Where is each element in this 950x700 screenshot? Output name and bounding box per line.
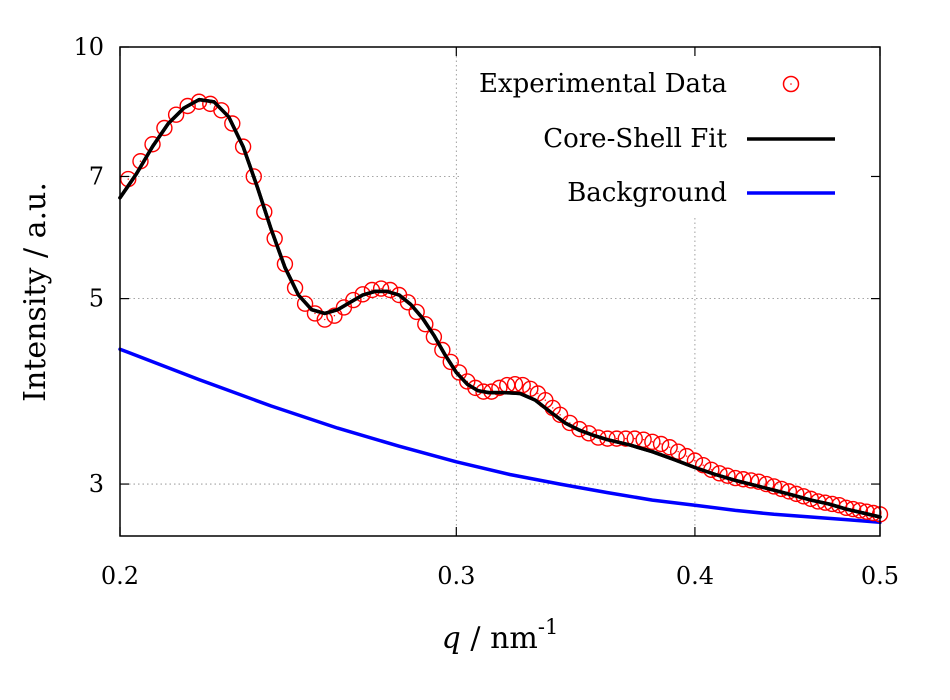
data-point-center — [677, 450, 679, 453]
data-point — [467, 379, 484, 397]
series-line-background — [118, 347, 882, 525]
data-point — [156, 119, 173, 137]
data-point-center — [127, 178, 129, 180]
data-point-center — [209, 103, 211, 105]
data-point-center — [544, 399, 547, 401]
grid — [120, 47, 880, 536]
data-point — [234, 138, 252, 155]
data-point-center — [380, 287, 382, 290]
data-point — [167, 106, 185, 123]
data-point — [652, 435, 670, 453]
data-point — [580, 425, 598, 442]
data-point — [345, 291, 362, 309]
data-point — [644, 433, 661, 451]
data-point — [276, 255, 294, 273]
data-point — [514, 376, 531, 394]
data-point — [245, 168, 262, 185]
x-axis-title-text: / nm — [461, 621, 538, 656]
data-point — [224, 115, 241, 132]
x-tick-label: 0.2 — [101, 562, 139, 590]
x-axis-title-exponent: -1 — [538, 615, 558, 639]
plot-frame — [119, 46, 881, 537]
data-point — [669, 443, 687, 460]
y-tick-label: 7 — [89, 162, 104, 190]
data-point-center — [668, 446, 671, 448]
data-point-center — [552, 407, 554, 409]
x-axis-title: q / nm-1 — [442, 615, 559, 656]
data-point — [442, 353, 459, 371]
y-tick-label: 3 — [89, 470, 104, 498]
data-point-center — [625, 437, 627, 440]
data-point — [758, 475, 775, 493]
data-point — [213, 102, 230, 119]
data-point-center — [660, 443, 662, 445]
data-point — [750, 473, 767, 490]
data-point — [434, 341, 451, 359]
data-point — [635, 431, 652, 448]
data-point-center — [634, 437, 636, 440]
data-point — [425, 328, 443, 346]
data-point — [399, 294, 417, 311]
data-point — [571, 420, 588, 438]
data-point-center — [529, 388, 532, 390]
data-point-center — [139, 160, 142, 162]
data-point — [617, 430, 634, 447]
data-point — [286, 279, 304, 297]
axis-ticks — [119, 46, 881, 536]
legend: Experimental Data Core-Shell Fit Backgro… — [479, 69, 835, 208]
data-point-center — [615, 437, 618, 440]
legend-background — [460, 50, 877, 218]
x-tick-label: 0.4 — [676, 562, 714, 590]
data-point — [742, 472, 760, 489]
legend-label-experimental-data: Experimental Data — [479, 69, 727, 99]
y-tick-label: 10 — [73, 33, 104, 61]
data-point — [266, 230, 283, 247]
data-point — [417, 315, 434, 333]
data-point — [491, 379, 508, 397]
y-tick-label: 5 — [89, 285, 104, 313]
data-point-center — [559, 414, 561, 416]
data-point-center — [324, 318, 326, 321]
data-point-center — [642, 438, 645, 441]
x-tick-label: 0.3 — [437, 562, 475, 590]
legend-label-background: Background — [567, 178, 727, 208]
data-point-center — [333, 315, 336, 317]
legend-marker-experimental-data — [782, 75, 800, 93]
series-line-core-shell-fit-top — [118, 97, 882, 519]
plot-series — [118, 93, 889, 525]
y-axis-title: Intensity / a.u. — [18, 182, 53, 402]
data-point-center — [389, 289, 391, 291]
data-point-center — [702, 464, 704, 466]
data-point — [296, 295, 314, 312]
data-point — [372, 280, 390, 297]
data-point-center — [685, 455, 688, 457]
legend-marker-experimental-data-dot — [790, 83, 792, 85]
x-axis-title-symbol: q — [442, 621, 461, 656]
data-point — [694, 456, 712, 474]
data-point-center — [694, 459, 696, 462]
data-point — [408, 303, 425, 321]
x-tick-label: 0.5 — [861, 562, 899, 590]
axis-tick-labels: 0.2 0.3 0.4 0.5 3 5 7 10 — [73, 33, 899, 590]
data-point — [661, 439, 678, 456]
data-point — [450, 364, 468, 381]
data-point — [326, 307, 343, 324]
data-point — [179, 97, 196, 115]
data-point-center — [651, 441, 654, 443]
data-point — [144, 136, 161, 153]
legend-label-core-shell-fit: Core-Shell Fit — [543, 124, 727, 154]
data-point — [459, 373, 476, 390]
data-point-center — [710, 469, 713, 471]
data-point-center — [314, 312, 316, 315]
data-point-center — [537, 392, 539, 395]
